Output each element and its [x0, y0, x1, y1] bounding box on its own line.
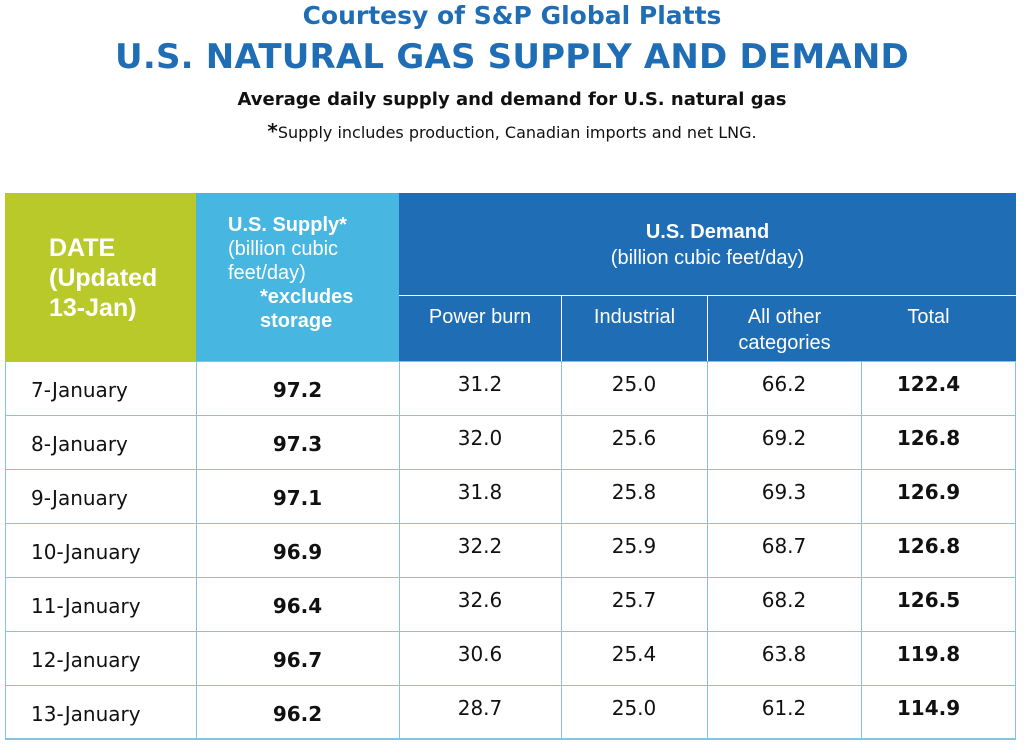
- all-other-cell: 63.8: [761, 642, 807, 666]
- table-right-border: [1015, 361, 1016, 739]
- table-row: 9-January 97.1 31.8 25.8 69.3 126.9: [5, 469, 1016, 523]
- demand-group-header: U.S. Demand (billion cubic feet/day): [399, 193, 1016, 295]
- supply-header-units: (billion cubic feet/day): [228, 238, 339, 284]
- all-other-cell: 61.2: [761, 696, 807, 720]
- all-other-cell: 69.3: [761, 480, 807, 504]
- column-divider: [561, 361, 562, 739]
- date-header-updated: (Updated: [49, 264, 158, 292]
- page-subtitle: Average daily supply and demand for U.S.…: [237, 89, 787, 110]
- supply-header-title: U.S. Supply*: [228, 214, 347, 236]
- total-cell: 126.8: [896, 426, 961, 450]
- industrial-header: Industrial: [561, 295, 707, 361]
- column-divider: [399, 361, 400, 739]
- industrial-cell: 25.4: [611, 642, 657, 666]
- date-cell: 10-January: [31, 540, 141, 564]
- table-row: 10-January 96.9 32.2 25.9 68.7 126.8: [5, 523, 1016, 577]
- total-cell: 126.9: [896, 480, 961, 504]
- date-column-header: DATE (Updated 13-Jan): [5, 193, 196, 361]
- table-row: 8-January 97.3 32.0 25.6 69.2 126.8: [5, 415, 1016, 469]
- column-divider: [196, 361, 197, 739]
- all-other-cell: 68.2: [761, 588, 807, 612]
- all-other-header: All other categories: [707, 295, 861, 361]
- date-cell: 11-January: [31, 594, 141, 618]
- supply-cell: 96.4: [272, 594, 323, 618]
- industrial-cell: 25.9: [611, 534, 657, 558]
- footnote-text: Supply includes production, Canadian imp…: [277, 123, 757, 142]
- table-bottom-border: [5, 738, 1016, 740]
- total-cell: 122.4: [896, 372, 961, 396]
- power-burn-cell: 30.6: [457, 642, 503, 666]
- total-cell: 126.8: [896, 534, 961, 558]
- power-burn-cell: 31.2: [457, 372, 503, 396]
- power-burn-cell: 32.6: [457, 588, 503, 612]
- power-burn-cell: 32.2: [457, 534, 503, 558]
- supply-column-header: U.S. Supply* (billion cubic feet/day) *e…: [196, 193, 399, 361]
- all-other-cell: 69.2: [761, 426, 807, 450]
- demand-header-title: U.S. Demand: [645, 221, 770, 243]
- supply-cell: 97.2: [272, 378, 323, 402]
- column-divider: [861, 361, 862, 739]
- supply-cell: 96.7: [272, 648, 323, 672]
- power-burn-cell: 28.7: [457, 696, 503, 720]
- courtesy-line: Courtesy of S&P Global Platts: [302, 1, 722, 30]
- industrial-cell: 25.0: [611, 696, 657, 720]
- table-row: 13-January 96.2 28.7 25.0 61.2 114.9: [5, 685, 1016, 739]
- table-row: 12-January 96.7 30.6 25.4 63.8 119.8: [5, 631, 1016, 685]
- table-left-border: [5, 361, 6, 739]
- date-cell: 12-January: [31, 648, 141, 672]
- total-cell: 126.5: [896, 588, 961, 612]
- all-other-cell: 66.2: [761, 372, 807, 396]
- power-burn-header: Power burn: [399, 295, 561, 361]
- industrial-cell: 25.6: [611, 426, 657, 450]
- date-cell: 13-January: [31, 702, 141, 726]
- power-burn-cell: 32.0: [457, 426, 503, 450]
- supply-header-note: *excludes storage: [260, 286, 354, 332]
- table-row: 11-January 96.4 32.6 25.7 68.2 126.5: [5, 577, 1016, 631]
- industrial-cell: 25.7: [611, 588, 657, 612]
- supply-demand-table: DATE (Updated 13-Jan) U.S. Supply* (bill…: [5, 193, 1016, 740]
- footnote-star: *: [267, 119, 278, 143]
- date-header-title: DATE: [49, 234, 116, 262]
- page-title: U.S. NATURAL GAS SUPPLY AND DEMAND: [115, 37, 909, 77]
- total-cell: 119.8: [896, 642, 961, 666]
- supply-cell: 96.2: [272, 702, 323, 726]
- table-row: 7-January 97.2 31.2 25.0 66.2 122.4: [5, 361, 1016, 415]
- total-cell: 114.9: [896, 696, 961, 720]
- supply-cell: 97.3: [272, 432, 323, 456]
- industrial-cell: 25.0: [611, 372, 657, 396]
- column-divider: [707, 361, 708, 739]
- industrial-cell: 25.8: [611, 480, 657, 504]
- supply-cell: 96.9: [272, 540, 323, 564]
- all-other-cell: 68.7: [761, 534, 807, 558]
- date-header-updated-date: 13-Jan): [49, 294, 137, 322]
- supply-footnote: *Supply includes production, Canadian im…: [0, 119, 1024, 143]
- date-cell: 8-January: [31, 432, 128, 456]
- power-burn-cell: 31.8: [457, 480, 503, 504]
- date-cell: 9-January: [31, 486, 128, 510]
- demand-header-units: (billion cubic feet/day): [610, 247, 805, 269]
- date-cell: 7-January: [31, 378, 128, 402]
- total-header: Total: [861, 295, 1016, 361]
- supply-cell: 97.1: [272, 486, 323, 510]
